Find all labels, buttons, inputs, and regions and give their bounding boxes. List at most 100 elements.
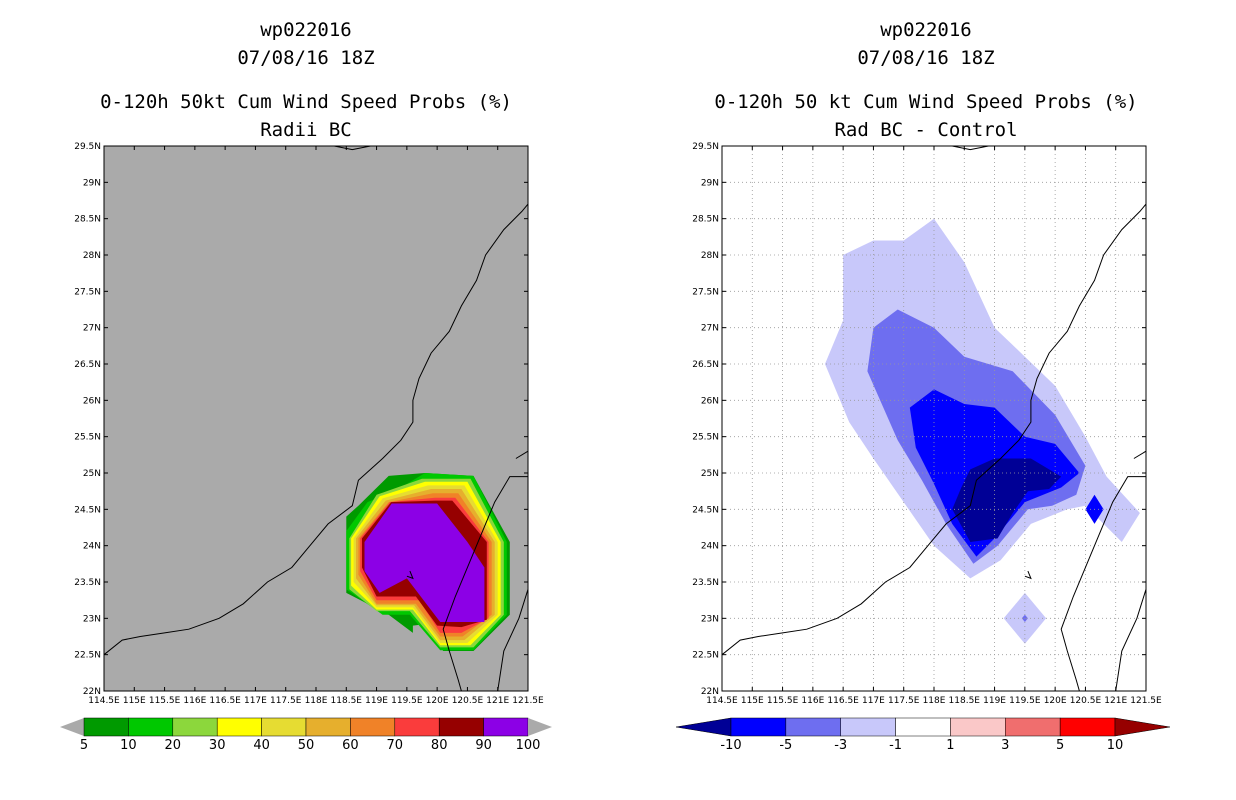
x-tick-label-left: 116E <box>183 696 206 706</box>
coastline-china-left <box>104 203 528 656</box>
x-tick-label-right: 115E <box>741 696 764 706</box>
y-tick-label-left: 22N <box>83 687 101 697</box>
contour-left-9 <box>364 503 485 622</box>
y-tick-label-left: 23N <box>83 614 101 624</box>
left-title-3: 0-120h 50kt Cum Wind Speed Probs (%) <box>100 91 512 113</box>
x-tick-label-right: 116E <box>801 696 824 706</box>
panel-left: 114.5E 115E 115.5E 116E 116.5E 117E 117.5E 118E… <box>60 142 552 753</box>
y-tick-label-right: 22.5N <box>692 651 719 661</box>
colorbar-label: 30 <box>209 738 226 753</box>
colorbar-left-arrow <box>675 717 732 737</box>
y-tick-label-right: 23N <box>701 614 719 624</box>
colorbar-right-arrow <box>1114 717 1171 737</box>
colorbar-label: 3 <box>1001 738 1009 753</box>
y-tick-label-left: 29N <box>83 178 101 188</box>
x-tick-label-left: 118.5E <box>331 696 363 706</box>
y-tick-label-right: 25N <box>701 469 719 479</box>
colorbar-label: 40 <box>253 738 270 753</box>
left-title-2: 07/08/16 18Z <box>237 47 375 69</box>
x-tick-label-right: 119E <box>983 696 1006 706</box>
colorbar-label: 20 <box>165 738 182 753</box>
colorbar-box <box>950 717 1006 737</box>
colorbar-box <box>1059 717 1116 737</box>
x-tick-label-left: 117.5E <box>270 696 302 706</box>
colorbar-box <box>261 717 307 737</box>
coastline-taiwan_north-left <box>515 450 528 459</box>
x-tick-label-left: 114.5E <box>88 696 120 706</box>
x-tick-label-left: 119E <box>365 696 388 706</box>
coastline-taiwan-right <box>1060 476 1146 691</box>
colorbar-box <box>895 717 951 737</box>
y-tick-label-right: 29N <box>701 178 719 188</box>
y-tick-label-left: 29.5N <box>74 142 101 152</box>
colorbar-label: 70 <box>387 738 404 753</box>
x-tick-label-left: 119.5E <box>391 696 423 706</box>
colorbar-right-arrow <box>528 718 552 736</box>
colorbar-label: 80 <box>431 738 448 753</box>
colorbar-box <box>483 717 529 737</box>
colorbar-label: 5 <box>1056 738 1064 753</box>
x-tick-label-right: 120.5E <box>1070 696 1102 706</box>
y-tick-label-left: 25N <box>83 469 101 479</box>
y-tick-label-left: 27.5N <box>74 287 101 297</box>
x-tick-label-right: 121.5E <box>1130 696 1162 706</box>
colorbar-box <box>438 717 484 737</box>
y-tick-label-right: 26.5N <box>692 360 719 370</box>
left-title-4: Radii BC <box>260 119 352 141</box>
x-tick-label-right: 118.5E <box>949 696 981 706</box>
right-title-1: wp022016 <box>880 19 972 41</box>
x-tick-label-left: 115E <box>123 696 146 706</box>
colorbar-left-arrow <box>60 718 84 736</box>
colorbar-label: 60 <box>342 738 359 753</box>
x-tick-label-right: 116.5E <box>827 696 859 706</box>
coastline-penghu-left <box>406 570 414 580</box>
coastline-taiwan-left <box>442 476 528 691</box>
y-tick-label-right: 26N <box>701 396 719 406</box>
x-tick-label-right: 120E <box>1044 696 1067 706</box>
colorbar-label: -5 <box>779 738 792 753</box>
colorbar-box <box>785 717 841 737</box>
y-tick-label-left: 27N <box>83 324 101 334</box>
coastline-taiwan_east-left <box>497 589 528 691</box>
coastline-taiwan_north-right <box>1133 450 1146 459</box>
contour-right-3 <box>952 458 1062 542</box>
colorbar-label: 1 <box>946 738 954 753</box>
y-tick-label-right: 28.5N <box>692 215 719 225</box>
x-tick-label-left: 120.5E <box>452 696 484 706</box>
right-title-3: 0-120h 50 kt Cum Wind Speed Probs (%) <box>714 91 1138 113</box>
y-tick-label-left: 28.5N <box>74 215 101 225</box>
colorbar-left: 5 10 20 30 40 50 60 70 80 90 100 <box>60 717 552 753</box>
y-tick-label-right: 29.5N <box>692 142 719 152</box>
plot-area-right <box>722 146 1146 691</box>
colorbar-label: 10 <box>120 738 137 753</box>
colorbar-label: -1 <box>889 738 902 753</box>
left-title-1: wp022016 <box>260 19 352 41</box>
coastline-north_coast-right <box>952 146 989 151</box>
colorbar-label: 90 <box>475 738 492 753</box>
panel-right: 114.5E 115E 115.5E 116E 116.5E 117E 117.5E 118E… <box>675 142 1171 753</box>
x-tick-label-left: 115.5E <box>149 696 181 706</box>
y-tick-label-right: 23.5N <box>692 578 719 588</box>
colorbar-box <box>305 717 351 737</box>
colorbar-box <box>172 717 218 737</box>
y-tick-label-right: 28N <box>701 251 719 261</box>
x-tick-label-left: 121E <box>486 696 509 706</box>
colorbar-box <box>350 717 396 737</box>
colorbar-label: 10 <box>1107 738 1124 753</box>
x-tick-label-right: 119.5E <box>1009 696 1041 706</box>
y-tick-label-left: 25.5N <box>74 433 101 443</box>
y-tick-label-right: 24N <box>701 542 719 552</box>
colorbar-label: 100 <box>516 738 541 753</box>
x-tick-label-left: 116.5E <box>209 696 241 706</box>
coastline-china-right <box>722 203 1146 656</box>
x-tick-label-right: 114.5E <box>706 696 738 706</box>
x-tick-label-left: 120E <box>426 696 449 706</box>
colorbar-box <box>128 717 174 737</box>
x-tick-label-right: 115.5E <box>767 696 799 706</box>
x-tick-label-right: 117.5E <box>888 696 920 706</box>
colorbar-box <box>840 717 896 737</box>
colorbar-right: -10 -5 -3 -1 1 3 5 10 <box>675 717 1171 753</box>
y-tick-label-right: 24.5N <box>692 505 719 515</box>
x-tick-label-right: 121E <box>1104 696 1127 706</box>
